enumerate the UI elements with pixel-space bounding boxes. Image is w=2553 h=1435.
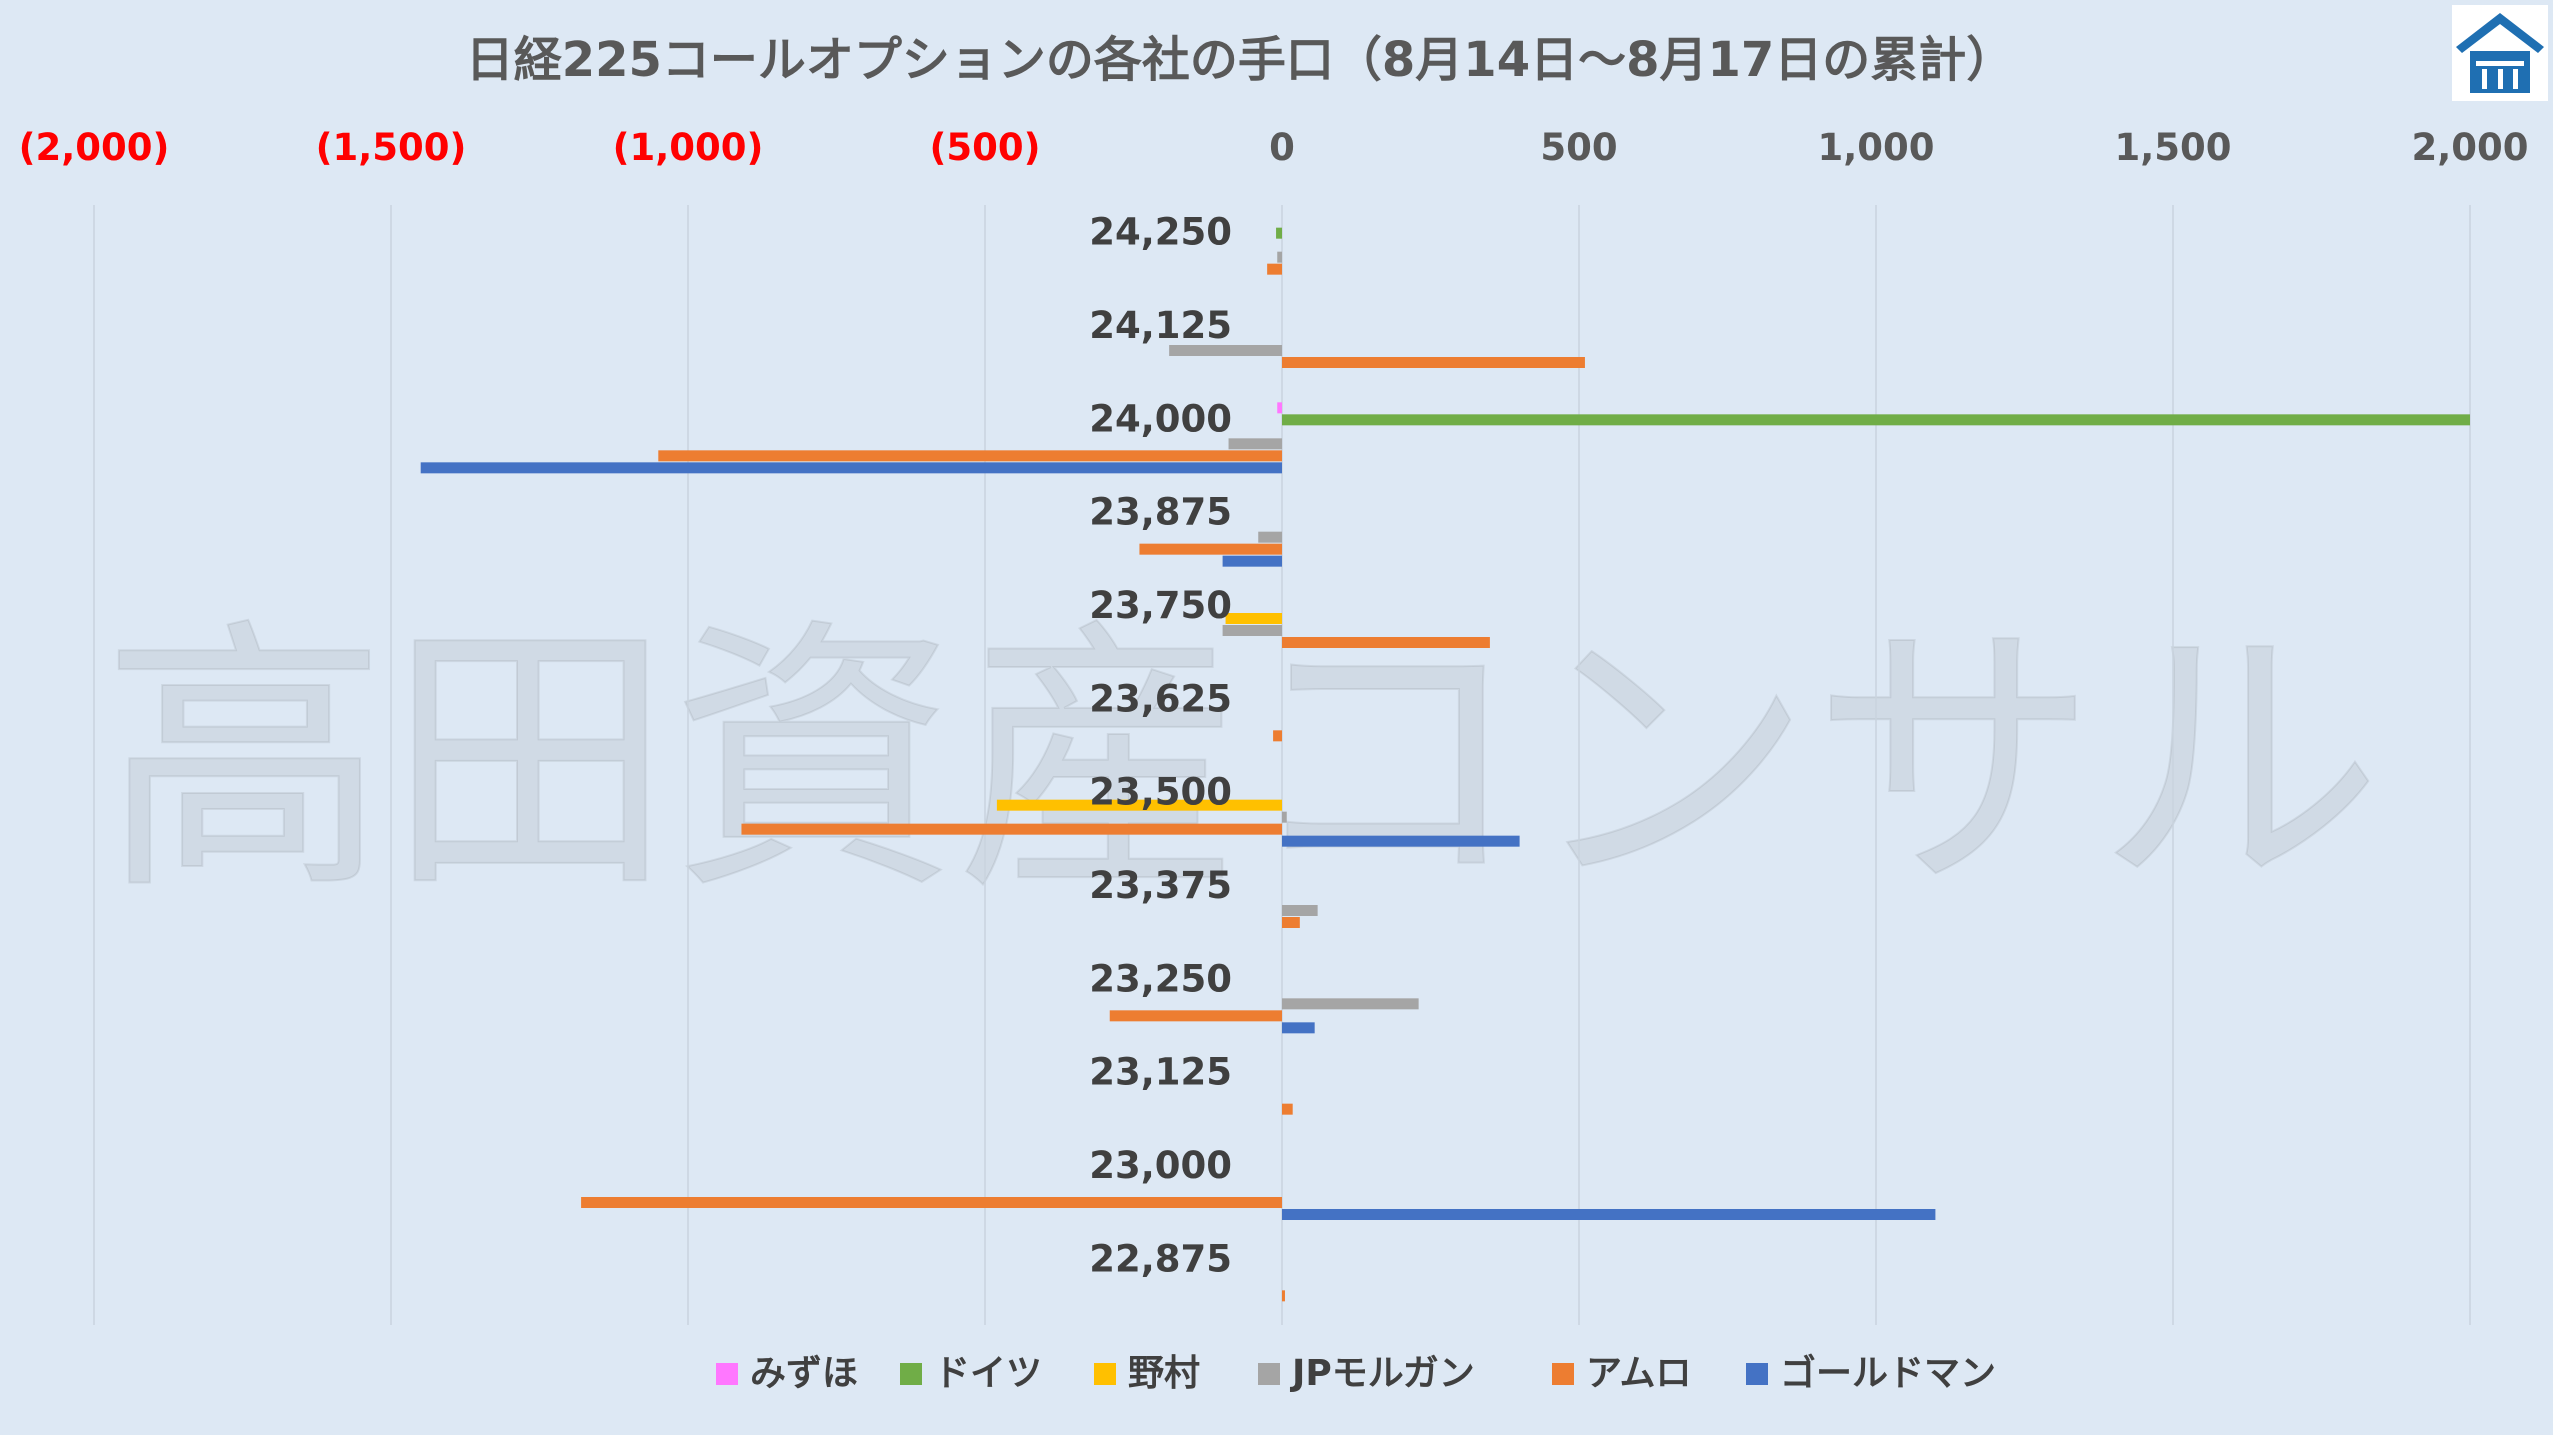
bar-4-4: [1258, 531, 1282, 543]
bar-6-4: [1222, 555, 1282, 567]
bar-5-12: [1282, 1290, 1285, 1302]
legend-item: ゴールドマン: [1746, 1352, 1996, 1394]
bar-2-3: [1282, 414, 2470, 426]
bar-5-11: [581, 1197, 1282, 1208]
x-tick-label: (500): [929, 126, 1040, 169]
bar-6-11: [1282, 1209, 1936, 1220]
x-tick-label: 0: [1269, 126, 1295, 169]
logo-line-icon: [2476, 61, 2524, 66]
logo-pillar-right-icon: [2513, 69, 2518, 89]
category-label: 24,125: [1089, 304, 1232, 347]
bar-4-9: [1282, 998, 1419, 1010]
bar-5-5: [1282, 637, 1490, 648]
bar-6-3: [420, 462, 1282, 474]
bar-1-3: [1277, 402, 1282, 414]
category-label: 23,125: [1089, 1051, 1232, 1094]
category-label: 23,875: [1089, 491, 1232, 534]
legend-item: ドイツ: [900, 1353, 1042, 1394]
legend-label: 野村: [1128, 1353, 1200, 1394]
category-labels: 24,250 24,125 24,000 23,875 23,750 23,625 23,5…: [1089, 211, 1232, 1281]
x-tick-label: 1,000: [1817, 126, 1934, 169]
logo-pillar-left-icon: [2482, 69, 2487, 89]
legend-label: アムロ: [1586, 1353, 1691, 1394]
x-tick-label: 1,500: [2114, 126, 2231, 169]
category-label: 23,500: [1089, 771, 1232, 814]
chart-title: 日経225コールオプションの各社の手口（8月14日～8月17日の累計）: [466, 32, 2015, 88]
logo-pillar-mid-icon: [2498, 69, 2503, 89]
bar-3-5: [1225, 613, 1282, 624]
bar-5-4: [1139, 543, 1282, 555]
category-label: 23,250: [1089, 957, 1232, 1000]
grid-lines: [93, 205, 2471, 1325]
legend-label: JPモルガン: [1289, 1353, 1475, 1394]
bar-4-1: [1277, 251, 1282, 263]
category-label: 23,625: [1089, 677, 1232, 720]
bar-6-7: [1282, 835, 1520, 847]
legend-label: ドイツ: [934, 1353, 1042, 1394]
legend-swatch: [1552, 1363, 1574, 1385]
category-label: 22,875: [1089, 1237, 1232, 1280]
bar-5-8: [1282, 917, 1300, 928]
category-label: 24,250: [1089, 211, 1232, 254]
bar-5-1: [1267, 263, 1282, 275]
bar-6-9: [1282, 1022, 1315, 1034]
legend-item: アムロ: [1552, 1353, 1691, 1394]
logo-roof-icon: [2456, 13, 2544, 53]
x-tick-label: 500: [1540, 126, 1617, 169]
legend-swatch: [1258, 1363, 1280, 1385]
legend-swatch: [1094, 1363, 1116, 1385]
x-tick-label: 2,000: [2411, 126, 2528, 169]
category-label: 23,750: [1089, 584, 1232, 627]
bar-4-7: [1282, 811, 1287, 823]
bar-4-8: [1282, 905, 1318, 916]
bar-5-7: [741, 823, 1282, 835]
x-tick-label: (1,500): [316, 126, 467, 169]
legend-item: JPモルガン: [1258, 1353, 1475, 1394]
bar-3-7: [996, 799, 1282, 811]
x-tick-label: (2,000): [19, 126, 170, 169]
legend-item: みずほ: [716, 1353, 858, 1394]
legend-swatch: [900, 1363, 922, 1385]
category-label: 24,000: [1089, 397, 1232, 440]
bar-4-2: [1169, 345, 1282, 356]
legend: みずほ ドイツ 野村 JPモルガン アムロ ゴールドマン: [716, 1352, 1996, 1394]
watermark: 高田資産コンサル: [102, 596, 2382, 928]
legend-swatch: [1746, 1363, 1768, 1385]
legend-item: 野村: [1094, 1353, 1200, 1394]
x-tick-label: (1,000): [613, 126, 764, 169]
bar-5-9: [1109, 1010, 1282, 1022]
bar-4-5: [1222, 625, 1282, 636]
category-label: 23,375: [1089, 864, 1232, 907]
bar-2-1: [1276, 227, 1282, 239]
category-label: 23,000: [1089, 1144, 1232, 1187]
x-axis-ticks: (2,000) (1,500) (1,000) (500) 0 500 1,000 1,500…: [19, 126, 2529, 169]
bars: [420, 227, 2470, 1302]
bar-5-6: [1273, 730, 1282, 742]
legend-swatch: [716, 1363, 738, 1385]
bar-4-3: [1228, 438, 1282, 450]
bar-5-2: [1282, 357, 1585, 368]
legend-label: ゴールドマン: [1780, 1352, 1996, 1394]
bar-5-3: [658, 450, 1282, 462]
company-logo: [2452, 5, 2548, 101]
bar-5-10: [1282, 1103, 1293, 1115]
legend-label: みずほ: [750, 1353, 858, 1394]
